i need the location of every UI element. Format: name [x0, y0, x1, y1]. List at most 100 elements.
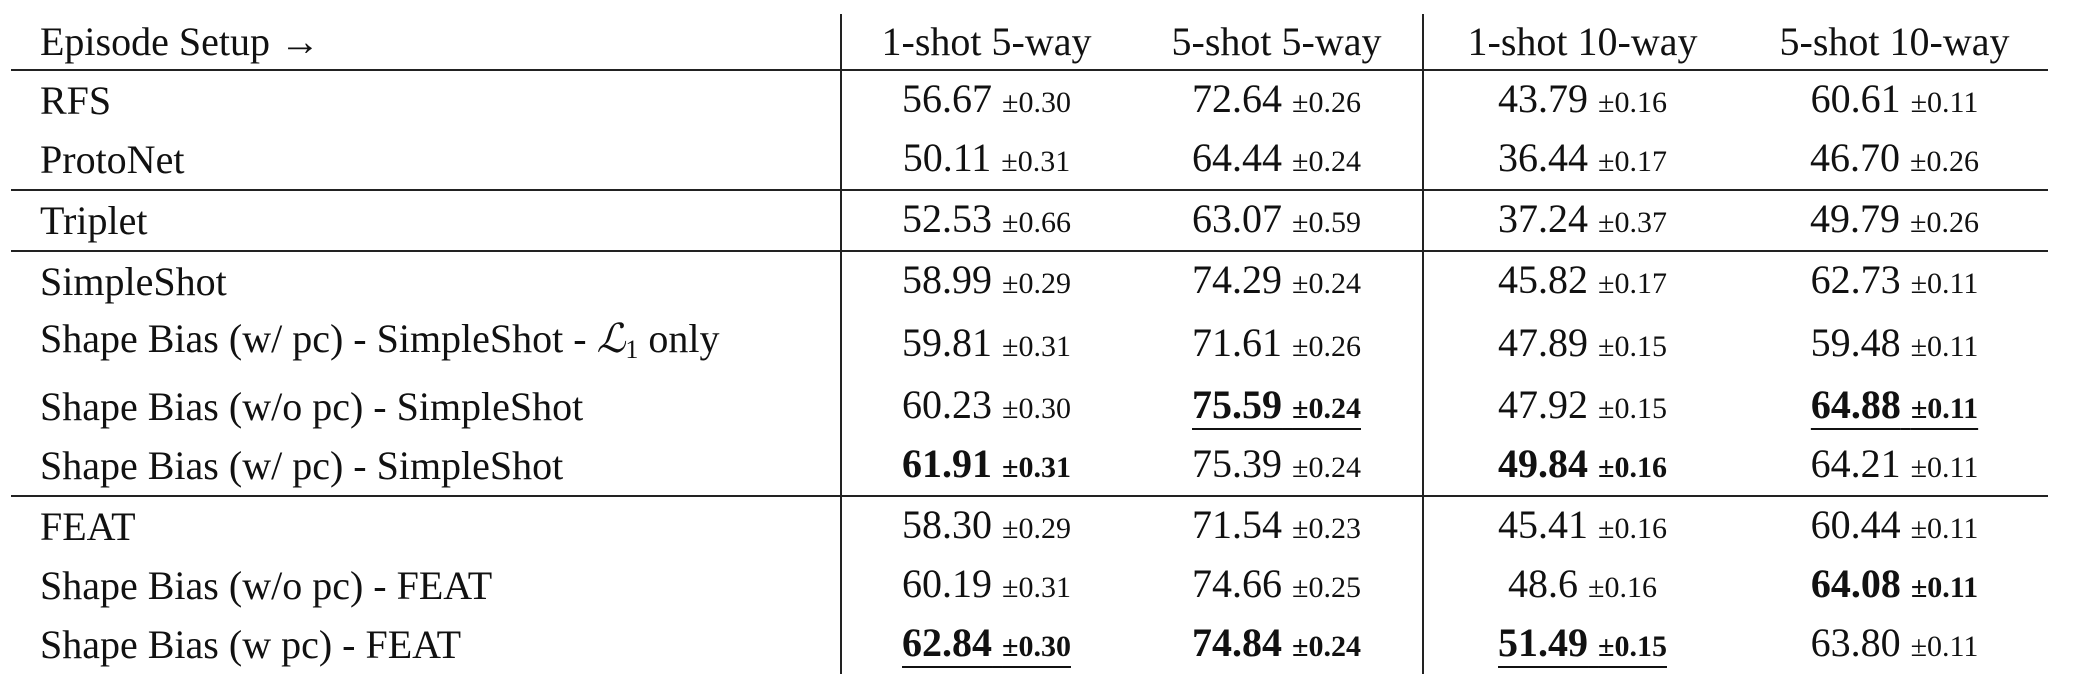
result-cell: 50.11 ±0.31 [841, 130, 1131, 190]
confidence-interval: ±0.15 [1598, 329, 1667, 363]
result-cell: 59.81 ±0.31 [841, 311, 1131, 377]
accuracy-mean: 64.88 [1810, 382, 1901, 427]
confidence-interval: ±0.26 [1910, 145, 1979, 178]
method-name: SimpleShot [11, 250, 842, 311]
result-value: 59.81 ±0.31 [902, 320, 1071, 365]
confidence-interval: ±0.11 [1910, 630, 1979, 663]
result-value: 71.61 ±0.26 [1192, 320, 1361, 365]
confidence-interval: ±0.11 [1910, 512, 1979, 545]
result-cell: 49.79 ±0.26 [1741, 189, 2048, 251]
accuracy-mean: 45.82 [1498, 257, 1589, 302]
accuracy-mean: 62.73 [1810, 257, 1901, 302]
result-cell: 47.92 ±0.15 [1423, 377, 1741, 436]
result-value: 60.23 ±0.30 [902, 382, 1071, 427]
result-value: 52.53 ±0.66 [902, 196, 1071, 241]
table-row: Shape Bias (w pc) - FEAT 62.84 ±0.30 74.84… [11, 615, 2048, 674]
result-cell: 56.67 ±0.30 [841, 69, 1131, 130]
method-name-text: SimpleShot [40, 259, 227, 304]
result-value: 59.48 ±0.11 [1811, 320, 1979, 365]
table-row: Shape Bias (w/o pc) - FEAT 60.19 ±0.31 74.… [11, 556, 2048, 615]
result-value: 45.82 ±0.17 [1498, 257, 1667, 302]
confidence-interval: ±0.30 [1002, 630, 1071, 663]
accuracy-mean: 49.84 [1498, 441, 1589, 486]
confidence-interval: ±0.24 [1292, 392, 1361, 425]
accuracy-mean: 74.66 [1192, 561, 1283, 606]
result-cell: 64.08 ±0.11 [1741, 556, 2048, 615]
result-cell: 49.84 ±0.16 [1423, 436, 1741, 496]
result-cell: 58.30 ±0.29 [841, 495, 1131, 556]
result-cell: 45.41 ±0.16 [1423, 495, 1741, 556]
method-name-text: Shape Bias (w/ pc) - SimpleShot [40, 443, 564, 488]
confidence-interval: ±0.24 [1292, 145, 1361, 178]
method-name-text: Triplet [40, 198, 148, 243]
result-value: 45.41 ±0.16 [1498, 502, 1667, 547]
result-value: 49.79 ±0.26 [1810, 196, 1979, 241]
result-value: 47.92 ±0.15 [1498, 382, 1667, 427]
result-cell: 71.61 ±0.26 [1131, 311, 1424, 377]
loss-symbol: ℒ [596, 316, 626, 361]
result-value: 64.21 ±0.11 [1811, 441, 1979, 486]
accuracy-mean: 62.84 [902, 620, 993, 665]
confidence-interval: ±0.26 [1292, 329, 1361, 363]
accuracy-mean: 56.67 [902, 76, 993, 121]
result-cell: 59.48 ±0.11 [1741, 311, 2048, 377]
result-value: 74.66 ±0.25 [1192, 561, 1361, 606]
method-name: ProtoNet [11, 130, 842, 190]
accuracy-mean: 51.49 [1498, 620, 1589, 665]
result-cell: 60.19 ±0.31 [841, 556, 1131, 615]
result-value: 37.24 ±0.37 [1498, 196, 1667, 241]
result-cell: 47.89 ±0.15 [1423, 311, 1741, 377]
result-value: 75.59 ±0.24 [1192, 382, 1361, 427]
result-cell: 64.21 ±0.11 [1741, 436, 2048, 496]
confidence-interval: ±0.59 [1292, 206, 1361, 239]
result-cell: 48.6 ±0.16 [1423, 556, 1741, 615]
confidence-interval: ±0.29 [1002, 267, 1071, 300]
result-cell: 63.80 ±0.11 [1741, 615, 2048, 674]
result-value: 71.54 ±0.23 [1192, 502, 1361, 547]
accuracy-mean: 58.99 [902, 257, 993, 302]
accuracy-mean: 63.07 [1192, 196, 1283, 241]
confidence-interval: ±0.29 [1002, 512, 1071, 545]
accuracy-mean: 50.11 [902, 135, 992, 180]
result-cell: 45.82 ±0.17 [1423, 250, 1741, 311]
accuracy-mean: 60.61 [1810, 76, 1901, 121]
accuracy-mean: 64.44 [1192, 135, 1283, 180]
result-cell: 60.23 ±0.30 [841, 377, 1131, 436]
method-name: Shape Bias (w/o pc) - FEAT [11, 556, 842, 615]
method-name: Triplet [11, 189, 842, 251]
result-value: 63.80 ±0.11 [1811, 620, 1979, 665]
method-name: RFS [11, 69, 842, 130]
accuracy-mean: 60.23 [902, 382, 993, 427]
result-cell: 75.39 ±0.24 [1131, 436, 1424, 496]
result-cell: 74.66 ±0.25 [1131, 556, 1424, 615]
confidence-interval: ±0.16 [1588, 571, 1657, 604]
method-name-text: Shape Bias (w pc) - FEAT [40, 622, 462, 667]
method-name-text: FEAT [40, 504, 136, 549]
confidence-interval: ±0.26 [1910, 206, 1979, 239]
confidence-interval: ±0.11 [1910, 329, 1979, 363]
confidence-interval: ±0.31 [1002, 451, 1071, 484]
confidence-interval: ±0.17 [1598, 145, 1667, 178]
accuracy-mean: 64.08 [1810, 561, 1901, 606]
result-cell: 72.64 ±0.26 [1131, 69, 1424, 130]
confidence-interval: ±0.15 [1598, 630, 1667, 663]
confidence-interval: ±0.30 [1002, 86, 1071, 119]
accuracy-mean: 60.19 [902, 561, 993, 606]
accuracy-mean: 72.64 [1192, 76, 1283, 121]
confidence-interval: ±0.31 [1002, 329, 1071, 363]
accuracy-mean: 59.48 [1810, 319, 1901, 365]
accuracy-mean: 61.91 [902, 441, 993, 486]
result-cell: 64.44 ±0.24 [1131, 130, 1424, 190]
result-value: 72.64 ±0.26 [1192, 76, 1361, 121]
result-cell: 58.99 ±0.29 [841, 250, 1131, 311]
results-table: Episode Setup → 1-shot 5-way 5-shot 5-wa… [11, 14, 2048, 674]
loss-subscript: 1 [625, 335, 639, 364]
accuracy-mean: 63.80 [1810, 620, 1901, 665]
accuracy-mean: 48.6 [1508, 561, 1579, 606]
accuracy-mean: 49.79 [1810, 196, 1901, 241]
accuracy-mean: 47.92 [1498, 382, 1589, 427]
result-cell: 52.53 ±0.66 [841, 189, 1131, 251]
accuracy-mean: 47.89 [1498, 319, 1589, 365]
table-row: FEAT 58.30 ±0.29 71.54 ±0.23 45.41 ±0.16 60.… [11, 495, 2048, 556]
method-name: FEAT [11, 495, 842, 556]
